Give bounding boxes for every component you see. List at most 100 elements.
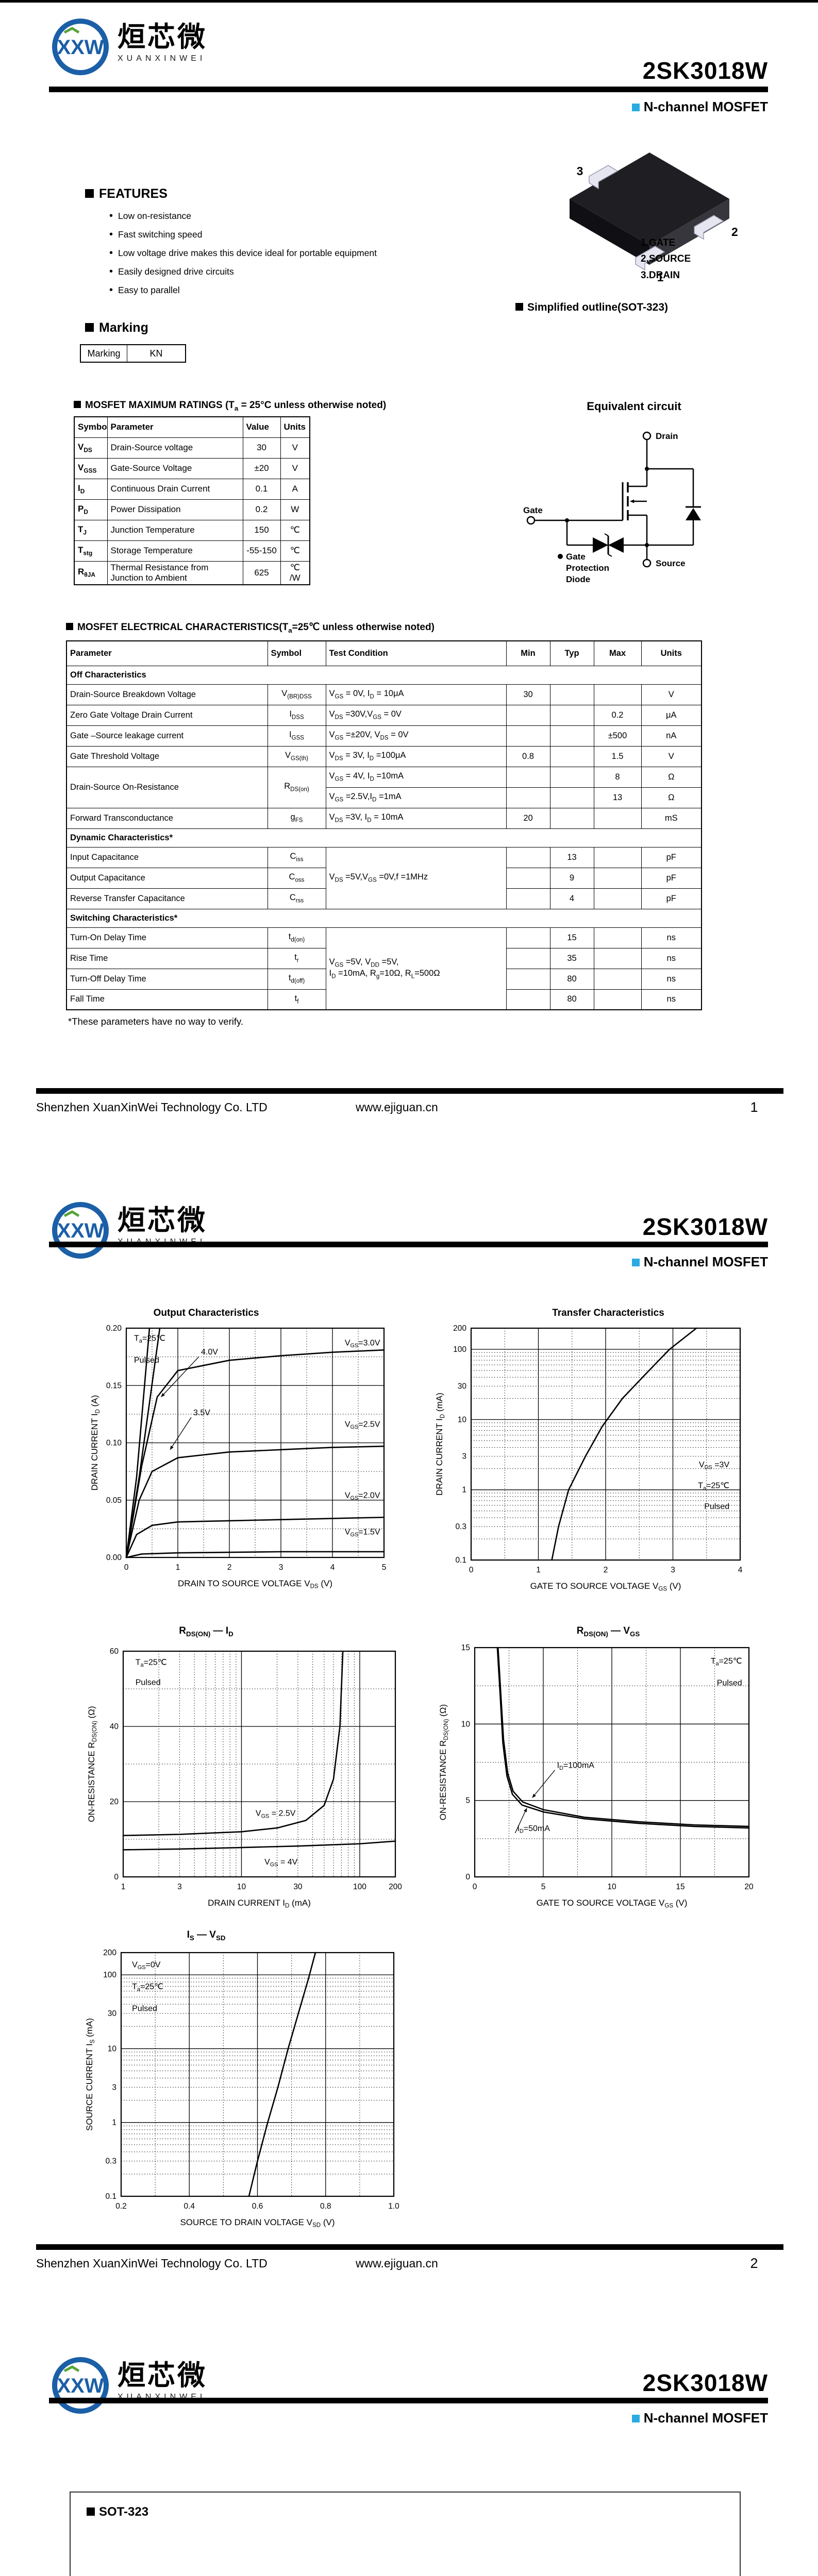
series-is-vs-vsd	[248, 1952, 316, 2197]
section-bullet	[87, 2507, 95, 2516]
device-type-bullet	[631, 104, 640, 111]
cell-symbol: V(BR)DSS	[267, 684, 326, 705]
cell-parameter: Continuous Drain Current	[107, 478, 243, 500]
table-row: Gate Threshold Voltage VGS(th) VDS = 3V, I…	[66, 745, 702, 767]
cell-symbol: Ciss	[267, 846, 326, 868]
p1-features-title: FEATURES	[85, 187, 168, 201]
x-tick-label: 1.0	[388, 2202, 399, 2211]
cell-typ: 4	[549, 888, 594, 909]
p1-marking-title: Marking	[85, 320, 148, 335]
table-row: Output Capacitance Coss 9 pF	[66, 867, 702, 889]
cell-typ: 9	[549, 867, 594, 889]
column-header: Symbol	[74, 416, 108, 438]
cell-typ: 80	[549, 989, 594, 1010]
cell-symbol: Crss	[267, 888, 326, 909]
chart-title-is_vsd: IS — VSD	[88, 1929, 325, 1942]
x-tick-label: 4	[330, 1563, 335, 1572]
table-row: VDS Drain-Source voltage 30 V	[74, 437, 310, 459]
cell-typ: 35	[549, 947, 594, 969]
chart-title-transfer: Transfer Characteristics	[464, 1308, 753, 1319]
cell-typ	[549, 766, 594, 788]
cell-parameter: Turn-On Delay Time	[66, 927, 268, 948]
chart-title-text: IS — VSD	[187, 1929, 226, 1942]
y-tick-label: 10	[458, 1415, 467, 1424]
p2-brand-logo-icon: XXW	[52, 1202, 109, 1259]
features-list: Low on-resistance Fast switching speed Low…	[109, 210, 532, 296]
chart-annotation: Pulsed	[704, 1502, 729, 1511]
p2-footer-website: www.ejiguan.cn	[356, 2257, 521, 2270]
equivalent-circuit-title-text: Equivalent circuit	[587, 400, 681, 413]
table-row: VGSS Gate-Source Voltage ±20 V	[74, 457, 310, 479]
cell-units: ns	[641, 968, 702, 990]
y-tick-label: 20	[110, 1798, 119, 1806]
cell-typ: 15	[549, 927, 594, 948]
chart-annotation: VGS = 4V	[264, 1858, 298, 1868]
p1-package-pin-legend: 1.GATE 2.SOURCE 3.DRAIN	[641, 235, 764, 283]
cell-min	[506, 927, 550, 948]
section-row: Switching Characteristics*	[66, 908, 702, 928]
cell-parameter: Forward Transconductance	[66, 807, 268, 829]
cell-condition: VGS = 4V, ID =10mA	[325, 766, 507, 788]
x-tick-label: 0	[469, 1566, 474, 1574]
table-row: Fall Time tf 80 ns	[66, 989, 702, 1010]
p1-footer-rule	[36, 1088, 783, 1094]
cell-units: mS	[641, 807, 702, 829]
cell-symbol: RθJA	[74, 561, 108, 585]
p1-equivalent-circuit-title: Equivalent circuit	[515, 400, 753, 413]
caption-bullet	[515, 303, 523, 311]
cell-typ	[549, 684, 594, 705]
cell-max: 0.2	[593, 704, 642, 726]
cell-units: A	[280, 478, 310, 500]
top-edge-strip	[0, 0, 818, 3]
table-row: Forward Transconductance gFS VDS =3V, ID =…	[66, 807, 702, 829]
marking-label: Marking	[80, 344, 127, 363]
cell-symbol: IGSS	[267, 725, 326, 747]
brand-cn: 烜芯微	[118, 1205, 207, 1236]
y-tick-label: 0	[114, 1873, 119, 1882]
y-tick-label: 10	[461, 1720, 471, 1728]
p1-electrical-note: *These parameters have no way to verify.	[68, 1016, 243, 1027]
footer-website-text[interactable]: www.ejiguan.cn	[356, 2257, 438, 2270]
cell-symbol: RDS(on)	[267, 766, 326, 808]
p1-max-ratings-title: MOSFET MAXIMUM RATINGS (Ta = 25°C unless…	[74, 400, 386, 412]
p3-part-number: 2SK3018W	[479, 2369, 768, 2397]
cell-units: nA	[641, 725, 702, 747]
p3-brand-logo-icon: XXW	[52, 2357, 109, 2414]
x-tick-label: 5	[382, 1563, 387, 1572]
x-tick-label: 2	[227, 1563, 232, 1572]
chart-annotation: VDS =3V	[699, 1461, 729, 1471]
cell-typ	[549, 807, 594, 829]
footer-website-text[interactable]: www.ejiguan.cn	[356, 1100, 438, 1114]
cell-typ: 80	[549, 968, 594, 990]
x-tick-label: 0.6	[252, 2202, 263, 2211]
device-type-text: N-channel MOSFET	[643, 99, 768, 114]
cell-min: 0.8	[506, 745, 550, 767]
y-axis-title: DRAIN CURRENT ID (mA)	[435, 1393, 446, 1496]
p3-device-type: N-channel MOSFET	[479, 2410, 768, 2426]
column-header: Typ	[549, 640, 594, 666]
chart-annotation: VGS=2.0V	[345, 1491, 380, 1501]
x-tick-label: 1	[536, 1566, 541, 1574]
chart-output: 0 1 2 3 4 5 0.00 0.05 0.10 0.15 0.20 Ta=25℃ Pulsed 4.…	[90, 1324, 387, 1590]
y-tick-label: 0.10	[106, 1439, 122, 1448]
brand-en: XUANXINWEI	[118, 54, 206, 63]
cell-units: V	[280, 437, 310, 459]
p1-electrical: Parameter Symbol Test Condition Min Typ Max Un…	[66, 640, 702, 1010]
chart-transfer: 0 1 2 3 4 200 100 30 10 3 1 0.3 0.1 VDS =3V Ta=25℃ Puls…	[435, 1324, 743, 1592]
column-header: Value	[242, 416, 281, 438]
y-tick-label: 10	[108, 2044, 117, 2053]
p3-header-rule	[49, 2398, 768, 2403]
table-row: TJ Junction Temperature 150 ℃	[74, 519, 310, 541]
chart-annotation: Ta=25℃	[698, 1482, 729, 1492]
p1-footer-website: www.ejiguan.cn	[356, 1100, 521, 1114]
cell-units: ℃	[280, 540, 310, 562]
p1-max-ratings: Symbol Parameter Value Units VDS Drain-Source…	[74, 416, 310, 585]
cell-max	[593, 807, 642, 829]
cell-min	[506, 787, 550, 808]
cell-units: pF	[641, 888, 702, 909]
cell-symbol: gFS	[267, 807, 326, 829]
cell-units: Ω	[641, 787, 702, 808]
cell-min: 20	[506, 807, 550, 829]
x-tick-label: 0	[473, 1883, 477, 1891]
feature-item: Fast switching speed	[109, 229, 532, 241]
